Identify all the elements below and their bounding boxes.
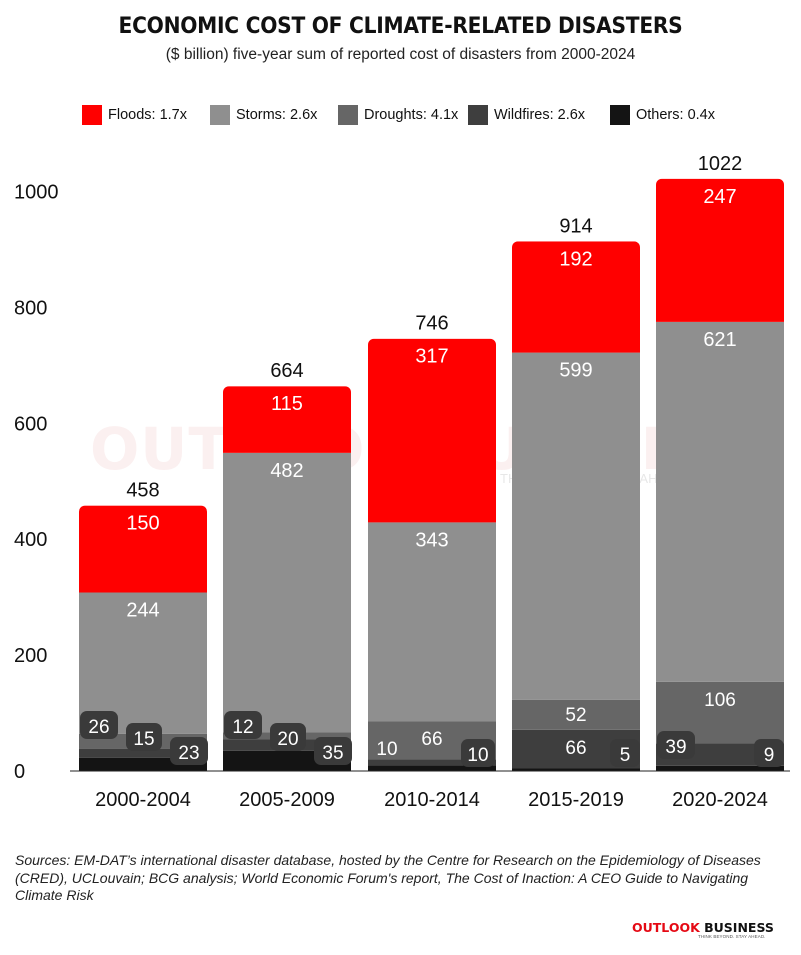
legend-swatch-others: [610, 105, 630, 125]
legend: Floods: 1.7x Storms: 2.6x Droughts: 4.1x…: [82, 104, 782, 126]
bar-segment-storms-2000-2004: [79, 592, 207, 734]
data-label-droughts-2005-2009-badge: [224, 711, 262, 739]
total-label-2000-2004: 458: [126, 480, 159, 502]
bar-segment-storms-2005-2009: [223, 452, 351, 733]
logo-tagline: THINK BEYOND. STAY AHEAD.: [698, 934, 766, 939]
data-label-floods-2015-2019: 192: [559, 248, 592, 270]
chart-subtitle: ($ billion) five-year sum of reported co…: [165, 46, 636, 63]
data-label-others-2005-2009: 35: [322, 743, 343, 764]
data-label-others-2015-2019: 5: [620, 745, 631, 766]
data-label-others-2005-2009-badge: [314, 737, 352, 765]
data-label-wildfires-2000-2004-badge: [126, 723, 162, 751]
data-label-floods-2010-2014: 317: [415, 346, 448, 368]
bar-segment-storms-2020-2024: [656, 321, 784, 682]
y-tick-label-0: 0: [14, 761, 25, 783]
bar-segment-droughts-2015-2019: [512, 699, 640, 730]
data-label-droughts-2010-2014: 66: [421, 729, 442, 750]
y-tick-label-400: 400: [14, 529, 47, 551]
legend-label-wildfires: Wildfires: 2.6x: [494, 107, 586, 123]
legend-label-droughts: Droughts: 4.1x: [364, 107, 459, 123]
data-label-floods-2000-2004: 150: [126, 513, 159, 535]
x-tick-label-2005-2009: 2005-2009: [239, 789, 335, 811]
bar-segment-floods-2000-2004: [79, 505, 207, 593]
y-tick-label-800: 800: [14, 297, 47, 319]
x-tick-label-2015-2019: 2015-2019: [528, 789, 624, 811]
data-label-storms-2015-2019: 599: [559, 360, 592, 382]
bar-segment-floods-2010-2014: [368, 338, 496, 523]
legend-swatch-wildfires: [468, 105, 488, 125]
data-label-droughts-2020-2024: 106: [704, 690, 736, 711]
legend-swatch-floods: [82, 105, 102, 125]
total-label-2015-2019: 914: [559, 215, 592, 237]
logo-wordmark: OUTLOOK BUSINESS: [632, 920, 782, 935]
bar-segment-wildfires-2010-2014: [368, 759, 496, 766]
y-tick-label-200: 200: [14, 645, 47, 667]
legend-item-droughts: Droughts: 4.1x: [338, 104, 458, 126]
bar-segment-storms-2010-2014: [368, 522, 496, 722]
x-tick-label-2010-2014: 2010-2014: [384, 789, 480, 811]
legend-item-floods: Floods: 1.7x: [82, 104, 187, 126]
data-label-storms-2005-2009: 482: [270, 460, 303, 482]
bar-segment-wildfires-2000-2004: [79, 748, 207, 758]
data-label-floods-2020-2024: 247: [703, 186, 736, 208]
data-label-wildfires-2020-2024: 39: [665, 737, 686, 758]
data-label-storms-2000-2004: 244: [126, 600, 159, 622]
legend-label-storms: Storms: 2.6x: [236, 107, 318, 123]
data-label-storms-2010-2014: 343: [415, 529, 448, 551]
data-label-others-2010-2014: 10: [467, 745, 488, 766]
y-tick-label-600: 600: [14, 413, 47, 435]
outlook-business-logo: OUTLOOK BUSINESS THINK BEYOND. STAY AHEA…: [632, 920, 782, 942]
data-label-wildfires-2000-2004: 15: [133, 729, 154, 750]
logo-part-outlook: OUTLOOK: [632, 920, 705, 935]
data-label-wildfires-2005-2009: 20: [277, 729, 298, 750]
data-label-floods-2005-2009: 115: [271, 393, 303, 415]
data-label-others-2000-2004-badge: [170, 737, 208, 765]
data-label-wildfires-2010-2014: 10: [376, 739, 397, 760]
x-tick-label-2020-2024: 2020-2024: [672, 789, 768, 811]
legend-swatch-droughts: [338, 105, 358, 125]
data-label-wildfires-2005-2009-badge: [270, 723, 306, 751]
logo-part-business: BUSINESS: [704, 920, 774, 935]
chart-title: ECONOMIC COST OF CLIMATE-RELATED DISASTE…: [118, 14, 683, 39]
legend-item-wildfires: Wildfires: 2.6x: [468, 104, 585, 126]
data-label-droughts-2015-2019: 52: [565, 705, 586, 726]
data-label-others-2020-2024-badge: [754, 739, 784, 767]
data-label-storms-2020-2024: 621: [703, 329, 736, 351]
bar-segment-others-2010-2014: [368, 765, 496, 771]
source-note: Sources: EM-DAT’s international disaster…: [15, 852, 761, 903]
data-label-wildfires-2020-2024-badge: [657, 731, 695, 759]
total-label-2020-2024: 1022: [698, 153, 743, 175]
x-tick-label-2000-2004: 2000-2004: [95, 789, 191, 811]
legend-label-floods: Floods: 1.7x: [108, 107, 187, 123]
bar-segment-others-2015-2019: [512, 768, 640, 771]
legend-item-others: Others: 0.4x: [610, 104, 715, 126]
data-label-others-2000-2004: 23: [178, 743, 199, 764]
stacked-bar-chart: 0 200 400 600 800 1000 244 150 26 15 23 458 2000-200…: [14, 153, 790, 811]
data-label-droughts-2000-2004-badge: [80, 711, 118, 739]
total-label-2005-2009: 664: [270, 360, 303, 382]
legend-item-storms: Storms: 2.6x: [210, 104, 317, 126]
data-label-wildfires-2015-2019: 66: [565, 738, 586, 759]
legend-swatch-storms: [210, 105, 230, 125]
bar-segment-floods-2020-2024: [656, 178, 784, 322]
legend-label-others: Others: 0.4x: [636, 107, 715, 123]
y-tick-label-1000: 1000: [14, 182, 59, 204]
bar-segment-floods-2005-2009: [223, 386, 351, 453]
bar-segment-storms-2015-2019: [512, 352, 640, 700]
data-label-others-2020-2024: 9: [764, 745, 775, 766]
bar-segment-others-2020-2024: [656, 765, 784, 771]
data-label-others-2015-2019-badge: [610, 739, 640, 767]
bar-segment-floods-2015-2019: [512, 241, 640, 353]
total-label-2010-2014: 746: [415, 313, 448, 335]
data-label-droughts-2005-2009: 12: [232, 717, 253, 738]
data-label-others-2010-2014-badge: [461, 739, 495, 767]
data-label-droughts-2000-2004: 26: [88, 717, 109, 738]
